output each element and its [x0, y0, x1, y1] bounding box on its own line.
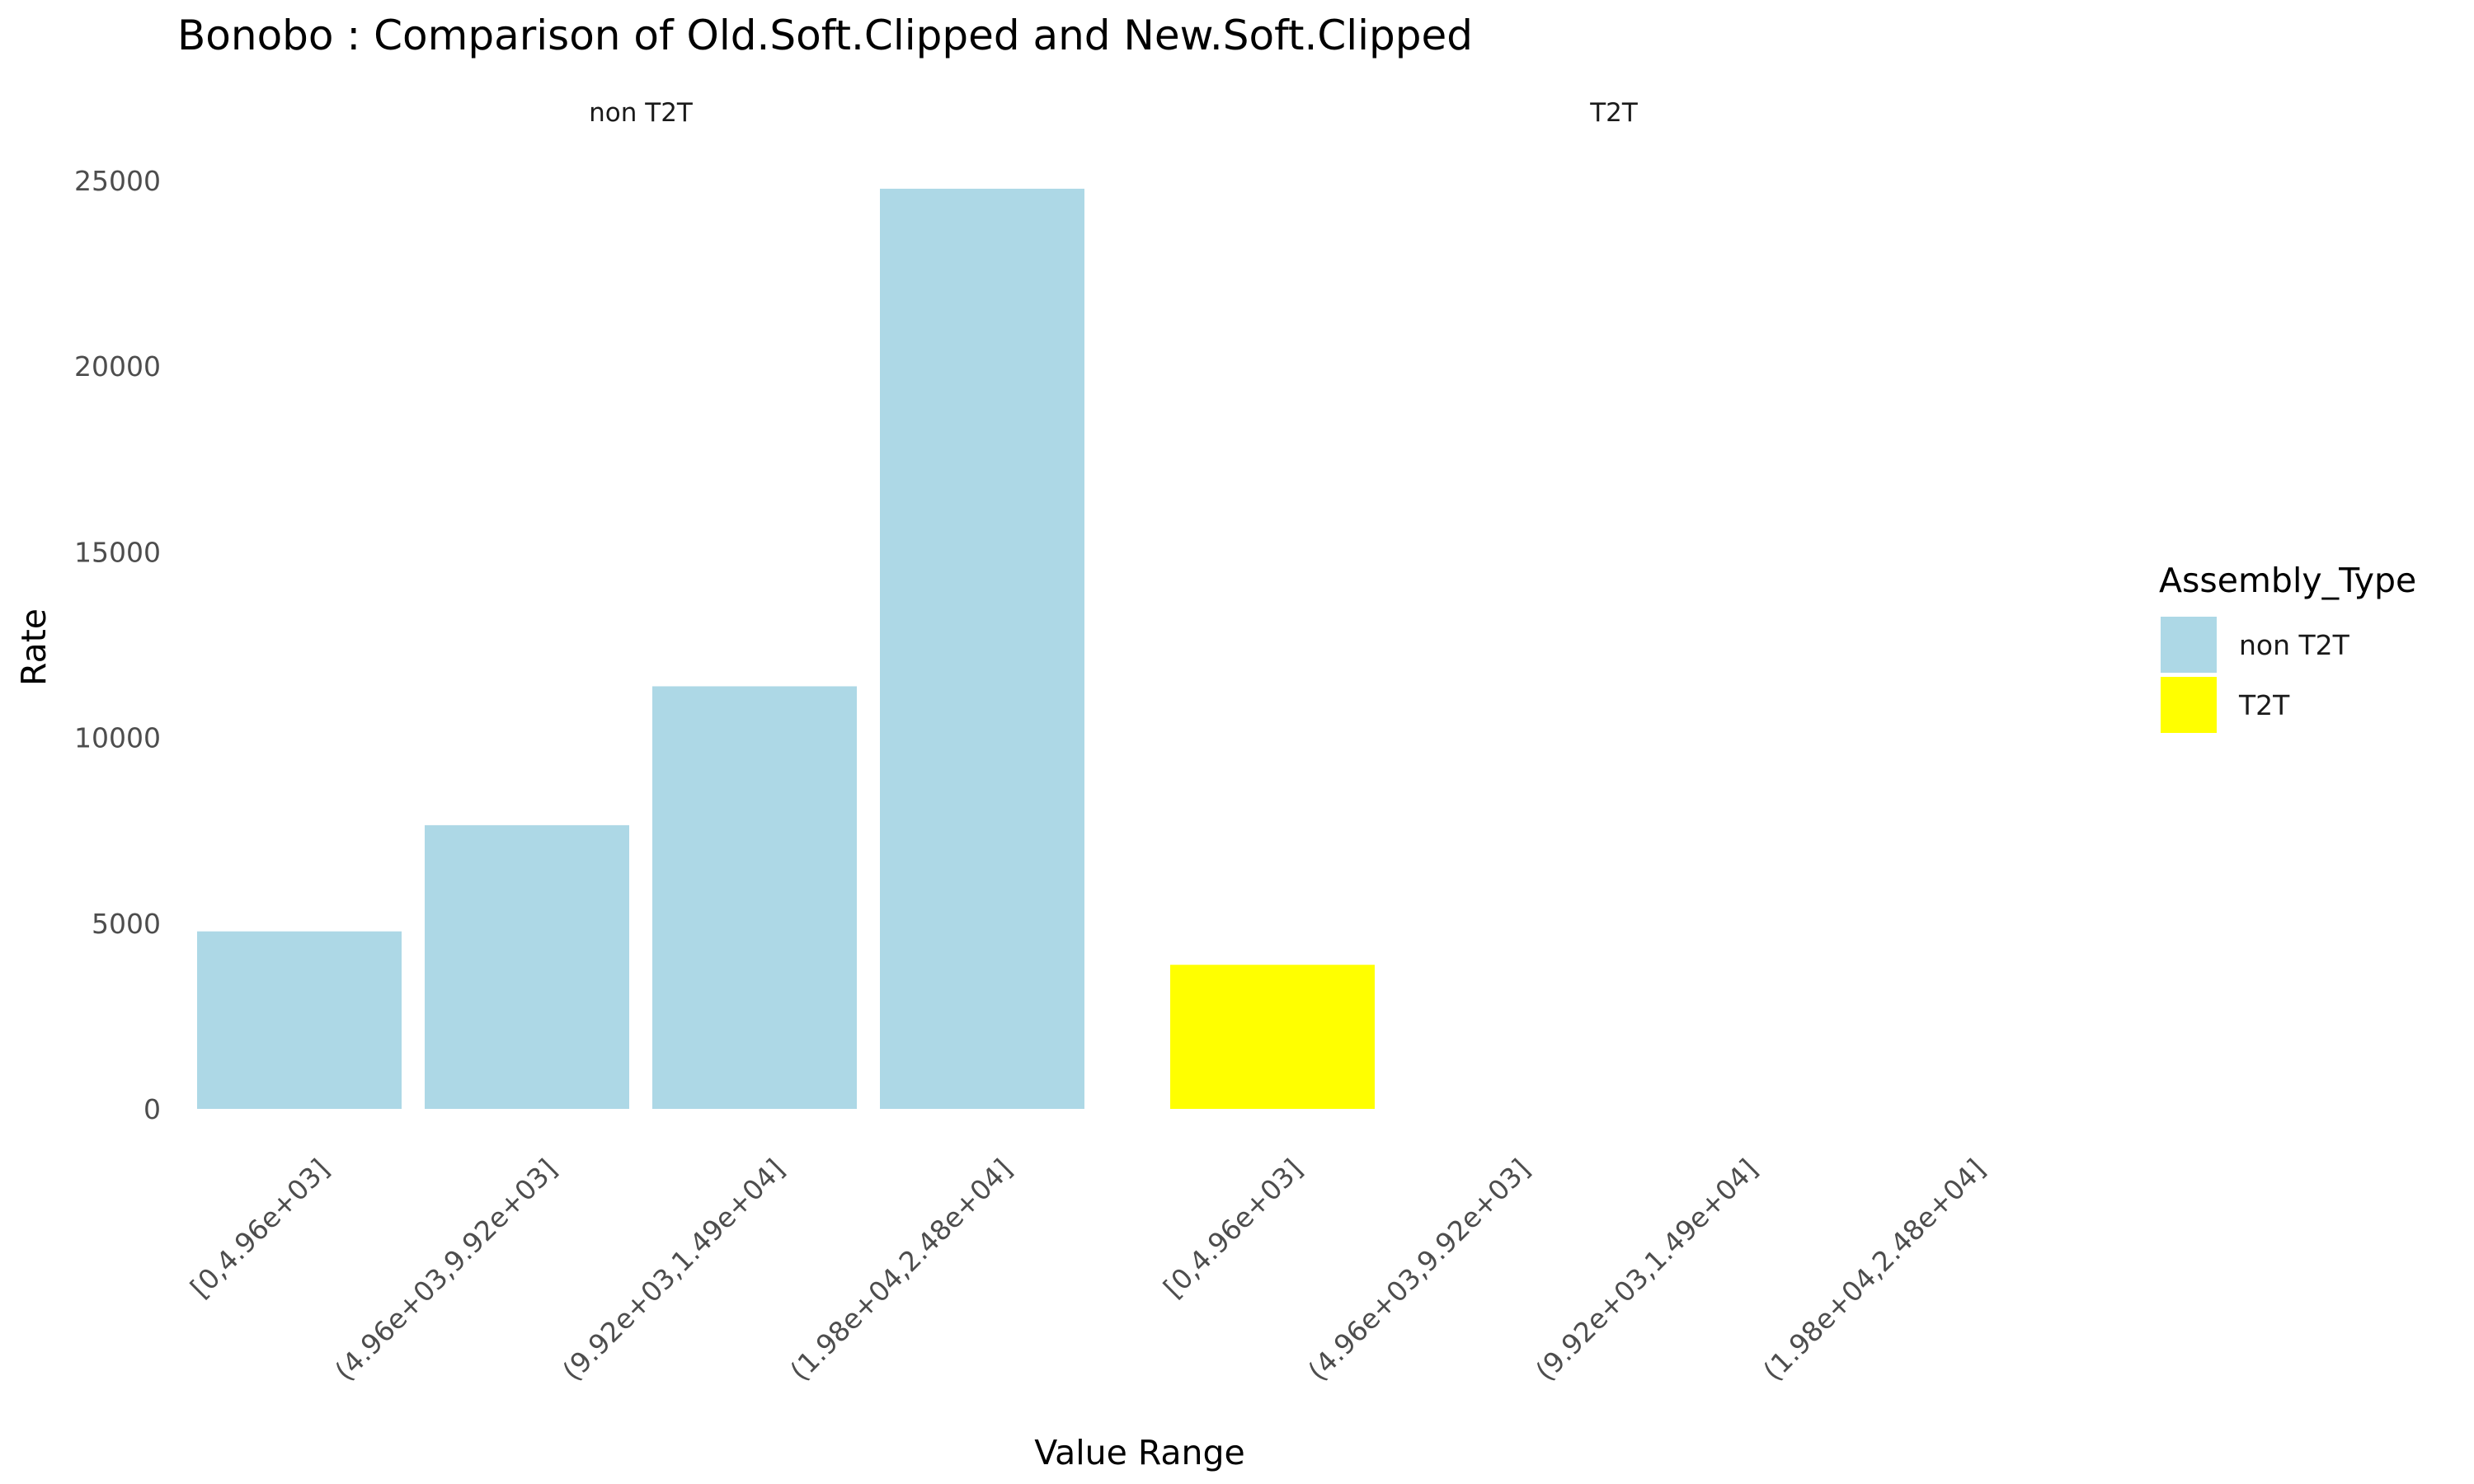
x-tick-label: (1.98e+04,2.48e+04]: [783, 1153, 1018, 1387]
legend-swatch: [2161, 677, 2217, 733]
y-tick-label: 25000: [74, 165, 161, 197]
x-tick-label: (9.92e+03,1.49e+04]: [556, 1153, 790, 1387]
y-axis-ticks: 0 5000 10000 15000 20000 25000: [74, 165, 161, 1125]
bar: [1170, 965, 1375, 1109]
bar: [652, 686, 857, 1109]
facet-panels: non T2T[0,4.96e+03](4.96e+03,9.92e+03](9…: [184, 98, 1992, 1387]
legend-label: T2T: [2238, 689, 2290, 721]
facet-panel: non T2T [0,4.96e+03](4.96e+03,9.92e+03](9…: [184, 98, 1084, 1387]
legend-items: non T2T T2T: [2161, 617, 2350, 733]
bar: [425, 824, 629, 1109]
legend: Assembly_Type non T2T T2T: [2159, 561, 2416, 733]
x-tick-label: (4.96e+03,9.92e+03]: [1301, 1153, 1536, 1387]
x-tick-label: (1.98e+04,2.48e+04]: [1757, 1153, 1991, 1387]
x-tick-label: [0,4.96e+03]: [1157, 1153, 1309, 1304]
y-axis-title: Rate: [14, 608, 54, 686]
bar: [880, 188, 1084, 1109]
x-tick-label: (9.92e+03,1.49e+04]: [1529, 1153, 1763, 1387]
x-axis-title: Value Range: [1034, 1433, 1245, 1472]
legend-title: Assembly_Type: [2159, 561, 2416, 600]
bar: [197, 931, 402, 1109]
legend-swatch: [2161, 617, 2217, 673]
facet-strip-label: non T2T: [589, 98, 694, 128]
x-tick-label: [0,4.96e+03]: [184, 1153, 336, 1304]
y-tick-label: 0: [143, 1093, 161, 1125]
legend-label: non T2T: [2239, 629, 2350, 661]
facet-panel: T2T [0,4.96e+03](4.96e+03,9.92e+03](9.92e…: [1157, 98, 1992, 1387]
y-tick-label: 5000: [92, 908, 161, 940]
chart-title: Bonobo : Comparison of Old.Soft.Clipped …: [177, 12, 1473, 59]
y-tick-label: 20000: [74, 350, 161, 383]
y-tick-label: 15000: [74, 536, 161, 568]
y-tick-label: 10000: [74, 722, 161, 754]
x-tick-label: (4.96e+03,9.92e+03]: [328, 1153, 562, 1387]
facet-strip-label: T2T: [1589, 98, 1639, 128]
